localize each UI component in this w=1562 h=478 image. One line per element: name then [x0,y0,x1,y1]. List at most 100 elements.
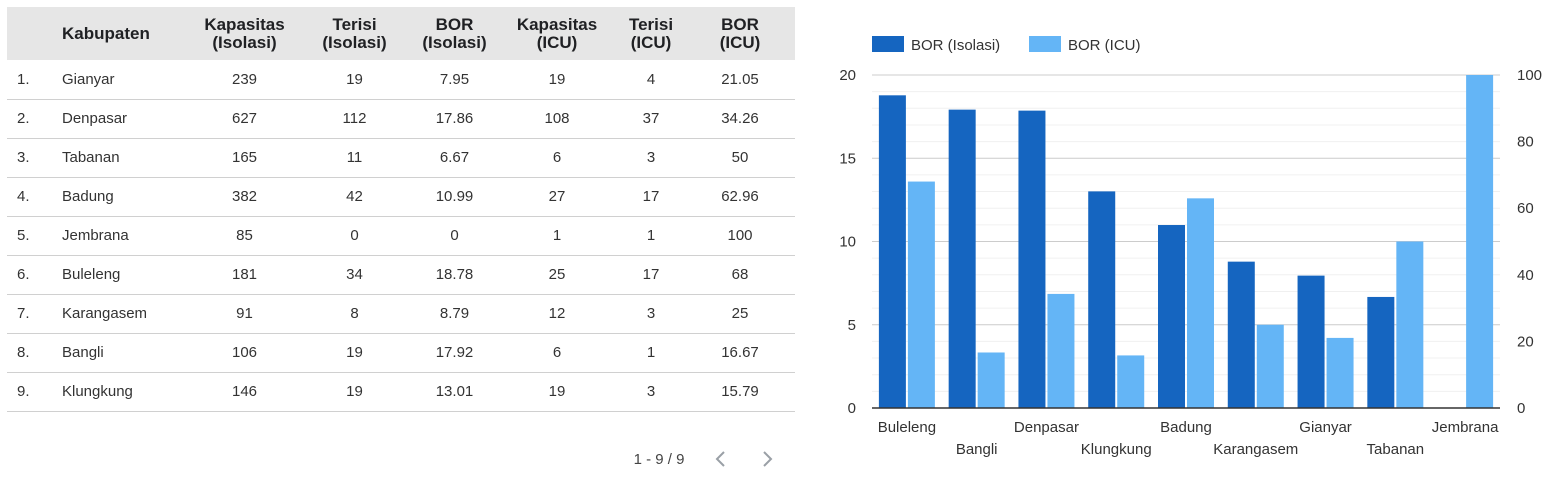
row-index: 4. [17,188,30,205]
terisi-icu-cell: 3 [646,383,656,400]
prev-page-button[interactable] [698,447,744,471]
y-right-tick-label: 20 [1517,333,1534,350]
terisi-isolasi-cell: 34 [346,266,363,283]
terisi-icu-cell: 1 [646,344,656,361]
header-index[interactable] [7,7,62,60]
x-category-label: Karangasem [1213,441,1298,458]
terisi-isolasi-cell: 19 [346,344,363,361]
header-kapasitas-icu[interactable]: Kapasitas (ICU) [516,14,598,52]
terisi-isolasi-cell: 11 [346,149,363,166]
bor-icu-cell: 21.05 [721,70,759,88]
bor-icu-cell: 100 [727,227,753,244]
terisi-icu-cell: 3 [646,149,656,166]
table-row: 1. Gianyar 239 19 7.95 19 4 21.05 [7,60,795,99]
terisi-icu-cell: 17 [642,188,660,205]
terisi-isolasi-cell: 42 [346,188,363,205]
y-left-tick-label: 5 [848,317,856,334]
x-category-label: Gianyar [1299,419,1352,436]
kabupaten-cell: Tabanan [62,149,120,166]
bor-icu-cell: 50 [731,149,749,166]
terisi-isolasi-cell: 112 [342,110,367,127]
chevron-left-icon [715,451,725,467]
kapasitas-icu-cell: 6 [552,344,562,361]
terisi-icu-cell: 37 [642,110,660,127]
kapasitas-icu-cell: 1 [552,227,562,244]
kapasitas-icu-cell: 108 [544,110,570,127]
bor-isolasi-cell: 17.92 [435,344,474,361]
kapasitas-isolasi-cell: 181 [231,266,258,283]
row-index: 8. [17,344,30,361]
kapasitas-icu-cell: 19 [548,383,566,400]
kapasitas-isolasi-cell: 165 [231,149,258,166]
table-row: 5. Jembrana 85 0 0 1 1 100 [7,216,795,255]
kapasitas-icu-cell: 27 [548,188,566,205]
header-kabupaten[interactable]: Kabupaten [62,23,150,43]
bor-isolasi-cell: 10.99 [435,188,474,205]
kabupaten-cell: Gianyar [62,70,115,88]
kapasitas-isolasi-cell: 85 [236,227,253,244]
kapasitas-isolasi-cell: 106 [231,344,258,361]
bar-bor-isolasi [1297,275,1325,408]
row-index: 6. [17,266,30,283]
pagination: 1 - 9 / 9 [620,447,795,471]
bar-bor-icu [1466,75,1494,408]
x-category-label: Denpasar [1014,419,1079,436]
header-kapasitas-isolasi[interactable]: Kapasitas (Isolasi) [204,14,285,52]
kapasitas-isolasi-cell: 382 [231,188,258,205]
y-right-tick-label: 0 [1517,400,1525,417]
header-terisi-isolasi[interactable]: Terisi (Isolasi) [322,14,387,52]
terisi-icu-cell: 1 [646,227,656,244]
bar-bor-isolasi [1227,261,1255,408]
bor-isolasi-cell: 17.86 [435,110,474,127]
row-index: 1. [17,70,30,88]
bar-bor-icu [1117,355,1145,408]
header-terisi-icu[interactable]: Terisi (ICU) [628,14,674,52]
x-category-label: Klungkung [1081,441,1152,458]
row-index: 7. [17,305,30,322]
bor-isolasi-cell: 13.01 [435,383,474,400]
terisi-isolasi-cell: 19 [346,70,363,88]
legend-label: BOR (Isolasi) [911,37,1000,54]
bor-isolasi-cell: 7.95 [439,70,470,88]
terisi-icu-cell: 17 [642,266,660,283]
bor-icu-cell: 15.79 [721,383,759,400]
next-page-button[interactable] [744,447,790,471]
row-index: 9. [17,383,30,400]
y-left-tick-label: 20 [839,67,856,84]
data-table-panel: Kabupaten Kapasitas (Isolasi) Terisi (Isol… [7,7,795,412]
bor-icu-cell: 62.96 [721,188,759,205]
terisi-icu-cell: 3 [646,305,656,322]
table-row: 6. Buleleng 181 34 18.78 25 17 68 [7,255,795,294]
bar-bor-icu [977,352,1005,408]
table-row: 3. Tabanan 165 11 6.67 6 3 50 [7,138,795,177]
y-right-tick-label: 100 [1517,67,1542,84]
bor-isolasi-cell: 8.79 [439,305,470,322]
kapasitas-isolasi-cell: 91 [236,305,253,322]
legend-swatch [872,36,904,52]
terisi-isolasi-cell: 19 [346,383,363,400]
bar-bor-isolasi [878,95,906,409]
bar-bor-isolasi [1367,296,1395,408]
bor-icu-cell: 16.67 [721,344,759,361]
table-row: 7. Karangasem 91 8 8.79 12 3 25 [7,294,795,333]
table-row: 2. Denpasar 627 112 17.86 108 37 34.26 [7,99,795,138]
bor-isolasi-cell: 18.78 [435,266,474,283]
y-right-tick-label: 80 [1517,134,1534,151]
kabupaten-cell: Karangasem [62,305,148,322]
header-bor-icu[interactable]: BOR (ICU) [719,14,761,52]
kapasitas-isolasi-cell: 146 [231,383,258,400]
bar-bor-isolasi [1018,110,1046,409]
bor-isolasi-cell: 6.67 [439,149,470,166]
x-category-label: Jembrana [1432,419,1499,436]
x-category-label: Buleleng [878,419,936,436]
kabupaten-cell: Bangli [62,344,104,361]
bor-icu-cell: 25 [731,305,749,322]
kapasitas-icu-cell: 19 [548,70,566,88]
header-bor-isolasi[interactable]: BOR (Isolasi) [422,14,487,52]
y-left-tick-label: 0 [848,400,856,417]
bor-bar-chart: 0 5 10 15 20 0 20 40 60 80 100 Buleleng Bangli Denpas… [839,36,1542,458]
legend-swatch [1029,36,1061,52]
bar-bor-icu [1326,337,1354,408]
table-header-row: Kabupaten Kapasitas (Isolasi) Terisi (Isol… [7,7,795,60]
bor-icu-cell: 68 [731,266,749,283]
